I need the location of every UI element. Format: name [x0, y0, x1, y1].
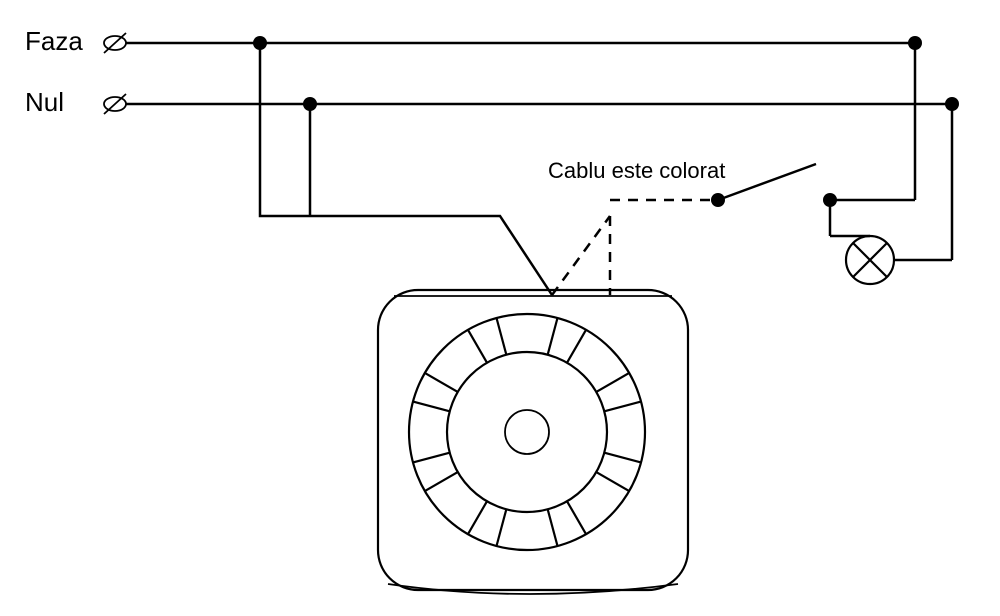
fan-spoke: [413, 402, 450, 412]
fan-grille-outer: [409, 314, 645, 550]
label-colored-cable: Cablu este colorat: [548, 158, 725, 183]
wiring-diagram: Faza Nul Cablu este colorat: [0, 0, 1000, 616]
fan-spoke: [425, 472, 458, 491]
fan-spoke: [604, 453, 641, 463]
fan-spoke: [567, 330, 586, 363]
label-neutral: Nul: [25, 87, 64, 117]
fan-grille-inner: [447, 352, 607, 512]
fan-body: [378, 290, 688, 590]
fan-spoke: [497, 318, 507, 355]
fan-spoke: [425, 373, 458, 392]
label-phase: Faza: [25, 26, 83, 56]
fan-spoke: [468, 501, 487, 534]
switch-lever: [718, 164, 816, 200]
fan-spoke: [497, 509, 507, 546]
wire-colored-up: [552, 216, 610, 295]
wire-phase-to-fan: [260, 43, 552, 295]
fan-spoke: [596, 472, 629, 491]
fan-spoke: [548, 318, 558, 355]
fan-spoke: [604, 402, 641, 412]
fan-spoke: [567, 501, 586, 534]
fan-spoke: [596, 373, 629, 392]
fan-hub: [505, 410, 549, 454]
fan-spoke: [413, 453, 450, 463]
fan-spoke: [548, 509, 558, 546]
fan-spoke: [468, 330, 487, 363]
